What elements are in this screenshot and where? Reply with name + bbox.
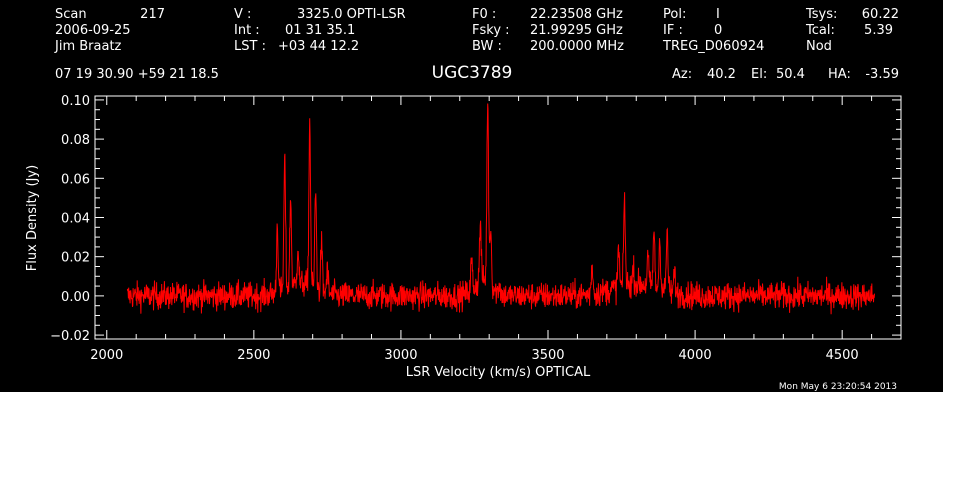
polarization-label: Pol:	[663, 7, 686, 22]
if-value: 0	[714, 23, 722, 38]
azimuth-value: 40.2	[707, 67, 736, 82]
scan-number: 217	[140, 7, 165, 22]
spectrum-plot: Scan 217 2006-09-25 Jim Braatz V : 3325.…	[25, 7, 902, 392]
spectrum-plot-panel: Scan 217 2006-09-25 Jim Braatz V : 3325.…	[0, 0, 943, 392]
elevation-value: 50.4	[776, 67, 805, 82]
lst-value: +03 44 12.2	[278, 39, 359, 54]
integration-label: Int :	[234, 23, 260, 38]
velocity-value: 3325.0 OPTI-LSR	[297, 7, 406, 22]
hour-angle-value: -3.59	[865, 67, 899, 82]
procedure-name: Nod	[806, 39, 832, 54]
x-tick-label: 3500	[531, 348, 564, 363]
x-tick-label: 3000	[384, 348, 417, 363]
velocity-label: V :	[234, 7, 251, 22]
elevation-label: El:	[751, 67, 767, 82]
spectrum-line	[126, 103, 875, 315]
tcal-value: 5.39	[864, 23, 893, 38]
ra-dec-coordinates: 07 19 30.90 +59 21 18.5	[55, 67, 219, 82]
x-tick-label: 4500	[826, 348, 859, 363]
axis-tick-labels: 2000 2500 3000 3500 4000 4500 −0.02 0.00 0.02 0.0…	[50, 94, 859, 363]
tsys-label: Tsys:	[805, 7, 837, 22]
fsky-label: Fsky :	[472, 23, 510, 38]
y-tick-label: 0.08	[61, 133, 90, 148]
f0-value: 22.23508 GHz	[530, 7, 623, 22]
y-tick-label: −0.02	[50, 329, 90, 344]
x-tick-label: 4000	[679, 348, 712, 363]
integration-value: 01 31 35.1	[285, 23, 355, 38]
timestamp: Mon May 6 23:20:54 2013	[779, 382, 897, 392]
y-tick-label: 0.02	[61, 251, 90, 266]
axis-ticks	[95, 96, 902, 339]
session-name: TREG_D060924	[662, 39, 764, 54]
azimuth-label: Az:	[672, 67, 692, 82]
source-name: UGC3789	[432, 63, 513, 83]
f0-label: F0 :	[472, 7, 496, 22]
tsys-value: 60.22	[862, 7, 899, 22]
y-tick-label: 0.04	[61, 212, 90, 227]
y-axis-label: Flux Density (Jy)	[25, 165, 40, 271]
y-tick-label: 0.00	[61, 290, 90, 305]
x-axis-label: LSR Velocity (km/s) OPTICAL	[406, 365, 591, 380]
x-tick-label: 2000	[90, 348, 123, 363]
observation-date: 2006-09-25	[55, 23, 131, 38]
y-tick-label: 0.06	[61, 172, 90, 187]
scan-label: Scan	[55, 7, 87, 22]
if-label: IF :	[663, 23, 683, 38]
tcal-label: Tcal:	[805, 23, 835, 38]
fsky-value: 21.99295 GHz	[530, 23, 623, 38]
y-tick-label: 0.10	[61, 94, 90, 109]
hour-angle-label: HA:	[828, 67, 851, 82]
bandwidth-label: BW :	[472, 39, 502, 54]
observer-name: Jim Braatz	[54, 39, 122, 54]
x-tick-label: 2500	[237, 348, 270, 363]
bandwidth-value: 200.0000 MHz	[530, 39, 624, 54]
polarization-value: I	[716, 7, 720, 22]
lst-label: LST :	[234, 39, 266, 54]
